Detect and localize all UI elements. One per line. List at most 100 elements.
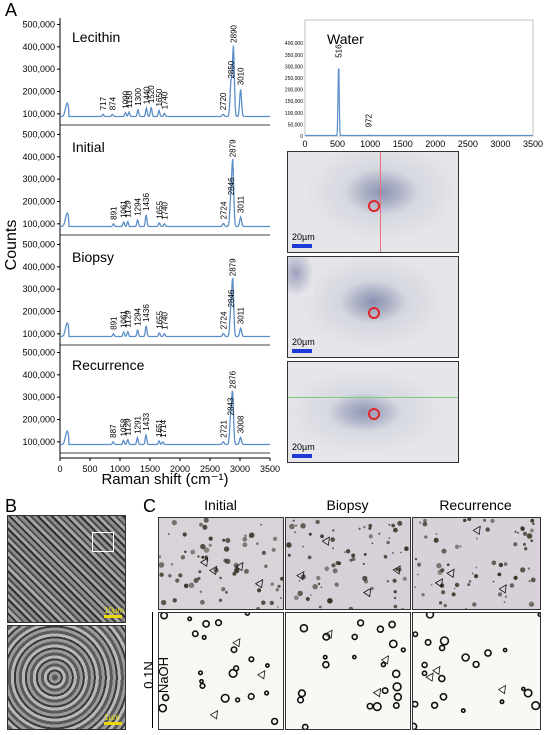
bubble-ring <box>351 633 358 641</box>
bubble-ring <box>425 613 435 619</box>
arrowhead-marker <box>232 637 241 648</box>
arrowhead-marker <box>425 672 434 682</box>
crystal-particle <box>334 582 339 587</box>
panel-label-a: A <box>5 0 18 20</box>
crystal-particle <box>514 530 517 533</box>
peak-label: 891 <box>109 316 118 330</box>
crystal-particle <box>527 567 530 570</box>
crystal-particle <box>430 583 433 586</box>
crystal-particle <box>190 549 196 555</box>
crystal-particle <box>459 545 462 548</box>
bubble-ring <box>388 639 398 649</box>
bubble-ring <box>299 623 309 633</box>
bubble-ring <box>296 696 305 704</box>
y-tick-label: 100,000 <box>22 329 55 339</box>
spectrum-line <box>60 45 270 118</box>
crystal-particle <box>198 570 202 574</box>
peak-label: 1090 <box>121 90 130 108</box>
crystal-particle <box>414 558 418 561</box>
crystal-particle <box>451 592 456 597</box>
measurement-marker <box>368 408 380 420</box>
bubble-ring <box>265 663 270 668</box>
spectrum-line <box>60 390 270 446</box>
y-tick-label: 200,000 <box>22 196 55 206</box>
peak-label: 1651 <box>155 419 164 437</box>
bubble-ring <box>502 647 508 653</box>
crystal-particle <box>368 534 373 539</box>
x-tick-label: 2000 <box>425 139 445 149</box>
peak-label: 1129 <box>124 200 133 218</box>
peak-label: 887 <box>109 424 118 438</box>
crystal-particle <box>433 537 439 543</box>
peak-label: 2846 <box>227 177 236 195</box>
bubble-ring <box>187 616 193 622</box>
peak-label: 3008 <box>236 415 245 433</box>
crystal-particle <box>393 604 398 609</box>
crystal-particle <box>225 538 231 543</box>
peak-label: 1300 <box>134 87 143 105</box>
bubble-ring <box>484 649 492 657</box>
bubble-ring <box>461 653 470 662</box>
bubble-ring <box>270 717 279 726</box>
bubble-ring <box>234 697 241 703</box>
x-tick-label: 0 <box>302 139 307 149</box>
crystal-particle <box>368 526 372 530</box>
bubble-ring <box>191 630 199 638</box>
y-tick-label: 350,000 <box>285 53 303 59</box>
crystal-particle <box>287 553 291 557</box>
bubble-ring <box>393 692 403 702</box>
crystal-particle <box>242 542 248 548</box>
crystal-particle <box>242 537 248 542</box>
spectrum-line <box>60 158 270 228</box>
crystal-particle <box>417 562 422 567</box>
crystal-particle <box>351 553 356 558</box>
peak-label: 2876 <box>229 370 238 388</box>
peak-label: 1740 <box>160 311 169 329</box>
crystal-particle <box>261 600 266 605</box>
crystal-particle <box>218 598 223 602</box>
arrowhead-marker <box>209 710 219 720</box>
crystal-particle <box>188 582 195 589</box>
y-tick-label: 0 <box>300 134 303 140</box>
crystal-particle <box>509 583 515 588</box>
crystal-particle <box>202 524 208 530</box>
crystal-particle <box>520 567 526 573</box>
crystal-particle <box>199 522 203 527</box>
crystal-particle <box>200 599 205 605</box>
bubble-ring <box>430 701 439 710</box>
crystal-particle <box>348 606 354 609</box>
crystal-particle <box>416 573 419 576</box>
bubble-ring <box>199 682 206 689</box>
arrowhead-marker <box>257 670 266 680</box>
crystal-particle <box>302 545 304 548</box>
y-tick-label: 200,000 <box>22 414 55 424</box>
y-tick-label: 500,000 <box>22 239 55 249</box>
peak-label: 1650 <box>155 88 164 106</box>
crystal-particle <box>526 533 533 539</box>
y-tick-label: 100,000 <box>22 109 55 119</box>
bubble-ring <box>460 708 466 714</box>
arrowhead-marker <box>199 557 209 567</box>
y-tick-label: 100,000 <box>22 219 55 229</box>
bubble-ring <box>263 690 270 696</box>
crystal-particle <box>483 518 487 522</box>
arrowhead-marker <box>208 565 218 576</box>
x-tick-label: 500 <box>82 464 97 474</box>
crystal-particle <box>171 520 177 526</box>
scale-bar <box>104 615 122 618</box>
crystal-particle <box>344 551 346 554</box>
x-tick-label: 3500 <box>523 139 543 149</box>
crystal-particle <box>271 547 276 552</box>
crystal-particle <box>279 597 282 599</box>
crystal-particle <box>234 567 240 574</box>
bubble-ring <box>388 620 396 629</box>
raman-micrograph-initial: 20µm <box>287 151 459 253</box>
peak-label: 1440 <box>142 86 151 104</box>
crystal-particle <box>463 518 467 523</box>
bubble-ring <box>392 682 402 692</box>
scale-bar-label: 20µm <box>292 232 315 242</box>
arrowhead-marker <box>380 655 389 665</box>
crystal-particle <box>465 608 467 609</box>
bubble-ring <box>159 703 168 713</box>
arrowhead-marker <box>432 665 441 676</box>
